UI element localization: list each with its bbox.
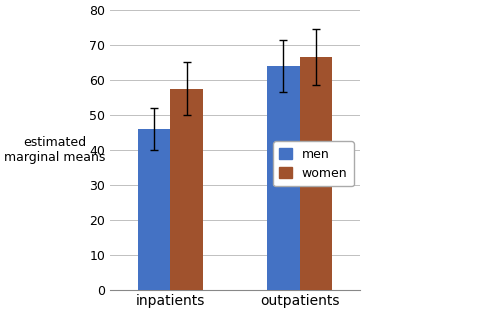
Legend: men, women: men, women (273, 141, 354, 186)
Bar (170, 89, 203, 290)
Bar (138, 129, 170, 290)
Bar (300, 57, 332, 290)
Bar (267, 66, 300, 290)
Text: estimated
marginal means: estimated marginal means (4, 136, 105, 164)
